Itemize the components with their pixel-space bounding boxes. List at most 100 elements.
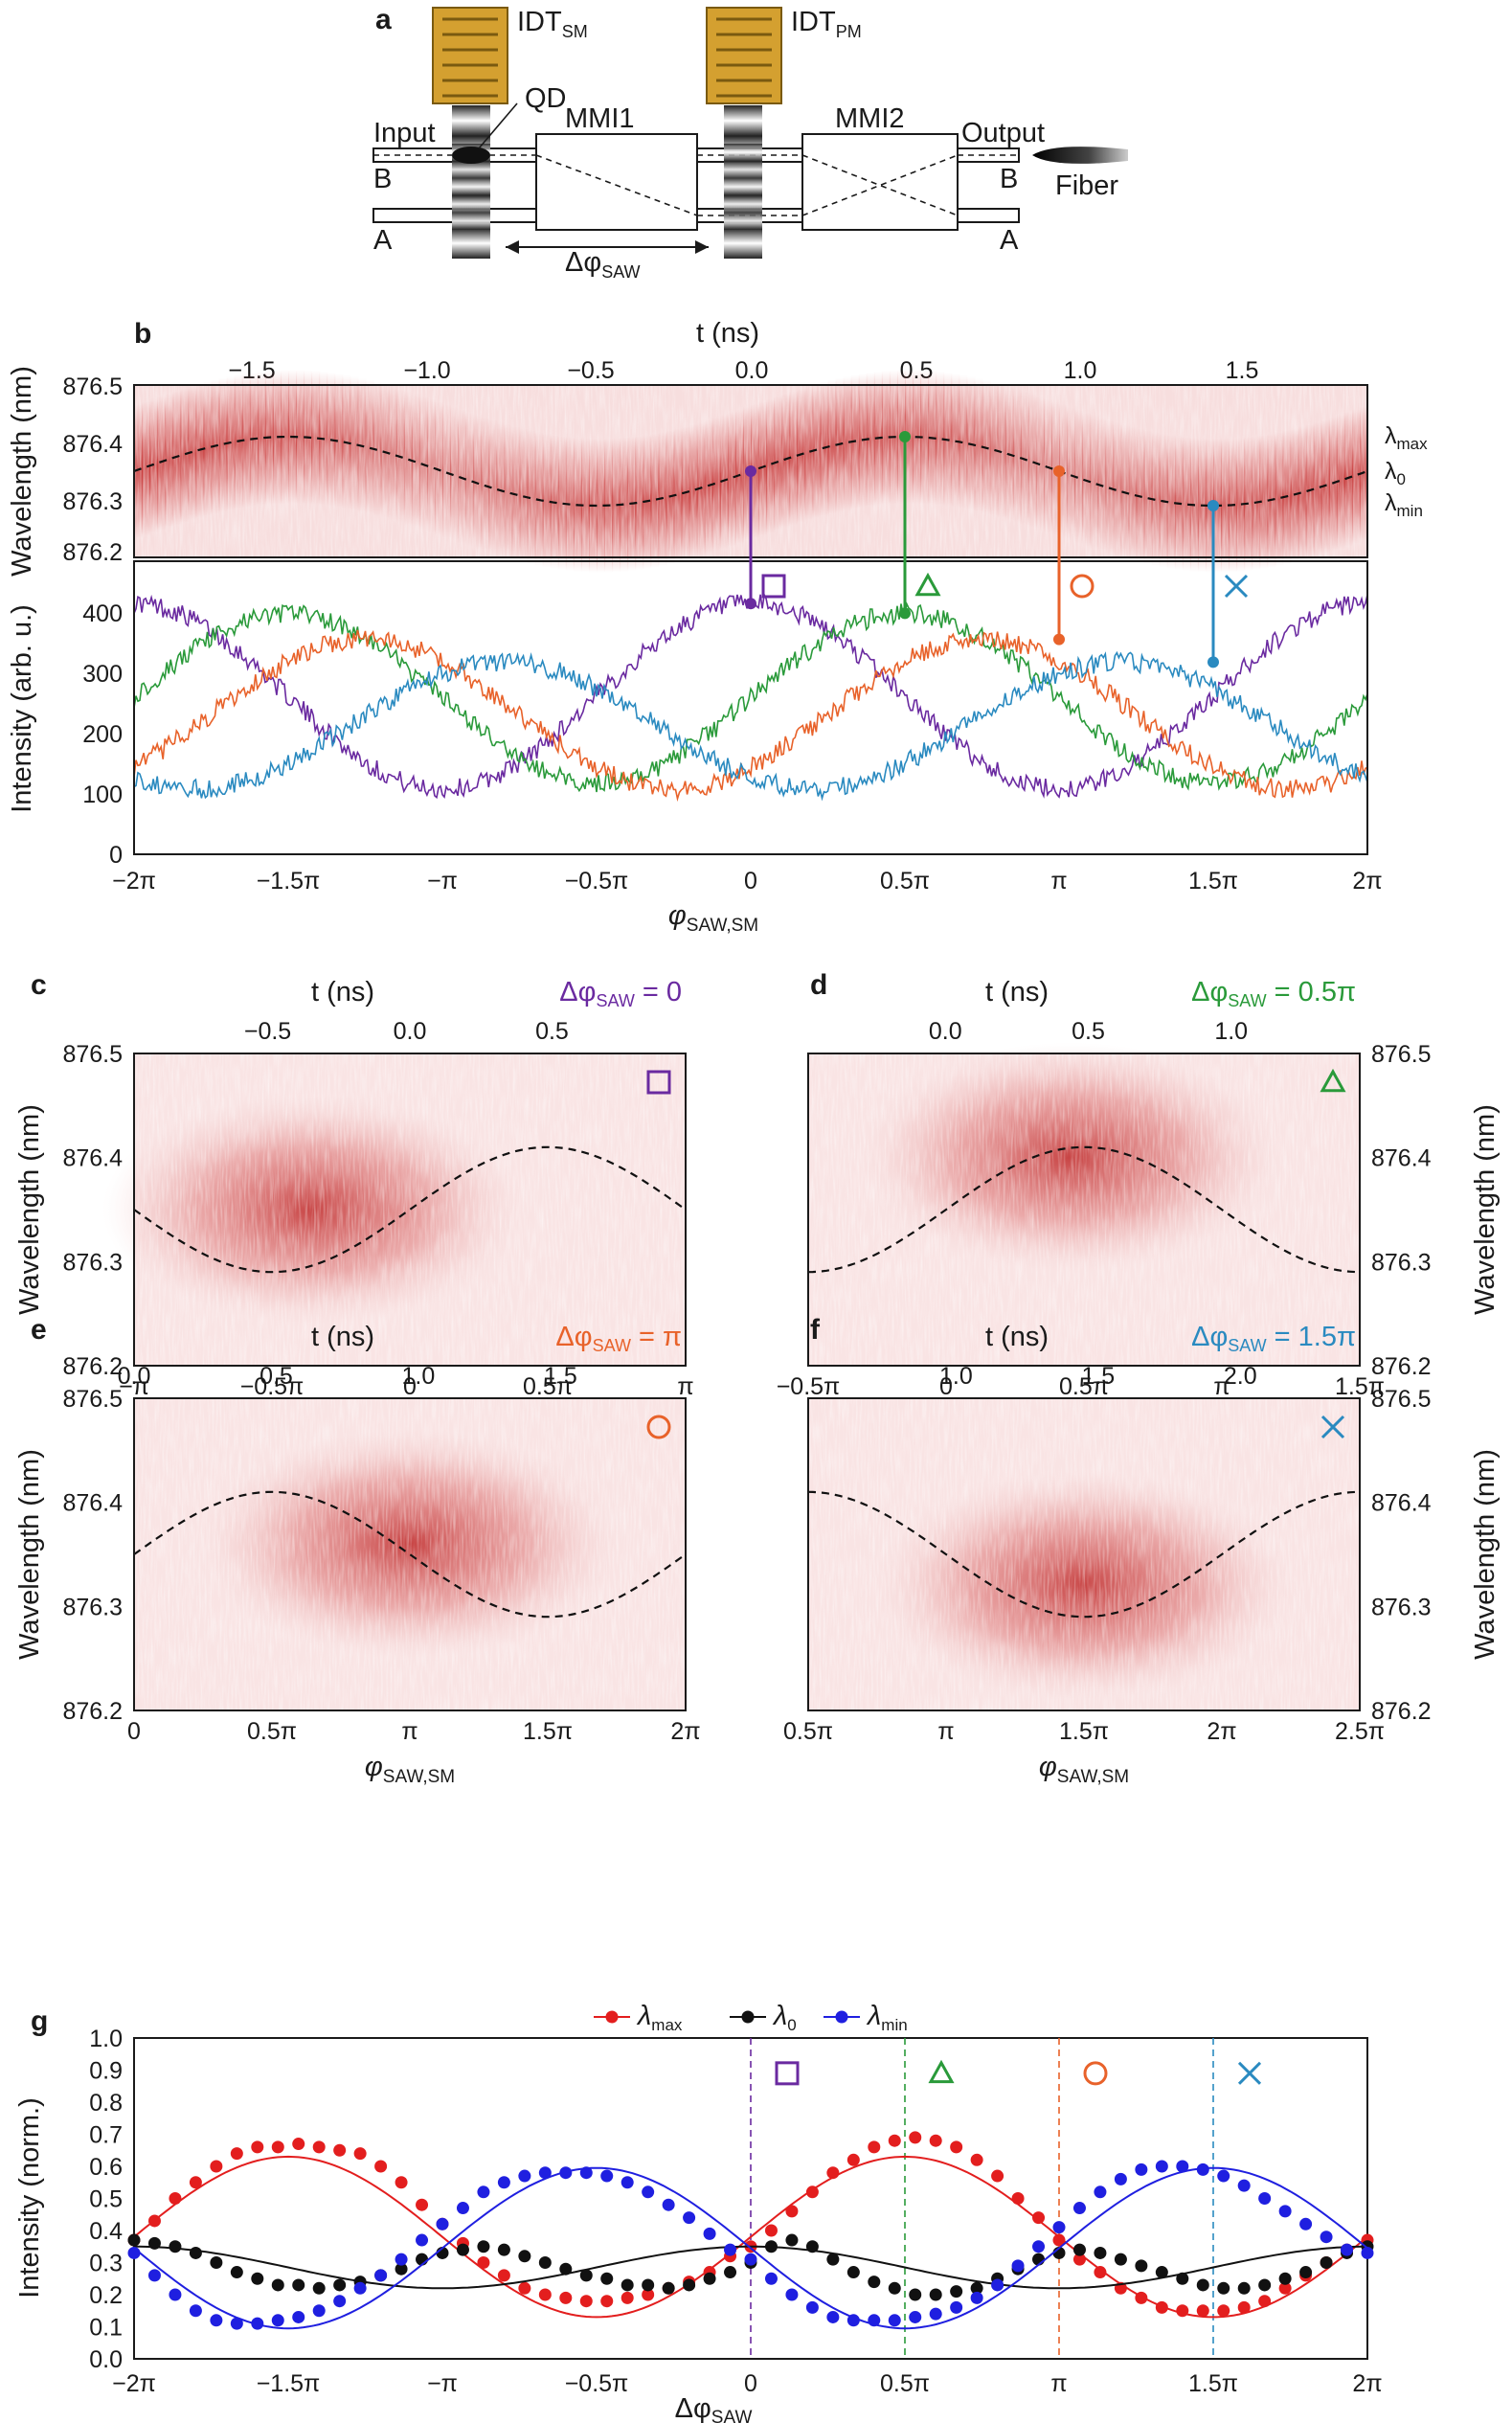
g-point [1072,2202,1086,2215]
x-tick: 2π [1207,1718,1236,1745]
g-point [497,2243,510,2256]
g-point [395,2253,408,2266]
x-tick: 1.5π [1188,868,1238,894]
g-point [1320,2231,1333,2244]
g-point [642,2278,655,2292]
g-point [970,2281,983,2295]
y-tick: 0.5 [89,2186,123,2213]
g-point [230,2317,243,2330]
t-tick: 0.0 [929,1018,962,1045]
x-tick: π [937,1718,954,1745]
trace-1 [133,601,1368,793]
t-tick: 1.5 [544,1363,577,1390]
g-point [683,2278,696,2292]
g-point [189,2176,202,2189]
g-point [374,2269,388,2282]
x-tick: −0.5π [777,1373,841,1400]
g-point [1176,2272,1189,2285]
g-point [271,2278,284,2292]
g-point [909,2310,922,2323]
panel-c: c t (ns) ΔφSAW = 0 −0.5 0.0 0.5 −π −0.5π 0 0.5π π 8… [14,969,694,1442]
g-point [1114,2253,1127,2266]
g-point [271,2140,284,2154]
y-tick: 876.3 [62,1594,123,1620]
g-point [169,2240,182,2253]
x-tick: −2π [112,868,156,894]
panel-c-noise [134,1053,686,1366]
g-point [1176,2304,1189,2318]
g-point [1094,2185,1107,2199]
lambda-max-label: λmax [1385,422,1428,453]
idt-sm-label: IDTSM [517,7,588,41]
g-point [621,2291,634,2304]
g-point [1135,2163,1148,2176]
panel-d-guide-curve [807,1145,1361,1274]
g-point [1011,2192,1025,2205]
y-tick: 0.0 [89,2346,123,2373]
g-point [1217,2169,1230,2183]
x-tick: 0 [939,1373,953,1400]
g-point [929,2288,942,2301]
x-tick: 0.5π [880,868,930,894]
marker-dot-bottom [745,598,756,610]
panel-d: d t (ns) ΔφSAW = 0.5π 0.0 0.5 1.0 −0.5π 0 0.5π π 1… [777,969,1501,1442]
t-tick: 0.0 [735,357,769,384]
y-tick: 876.5 [62,1386,123,1413]
x-tick: 0 [744,2370,757,2397]
y-tick: 876.5 [1371,1386,1432,1413]
g-point [1135,2259,1148,2273]
g-point [271,2314,284,2327]
trace-3 [133,650,1368,802]
int-tick: 200 [82,721,123,748]
g-point [621,2176,634,2189]
y-tick: 876.2 [1371,1698,1432,1725]
g-point [1299,2266,1313,2279]
t-tick: 0.5 [1072,1018,1105,1045]
qd-label: QD [525,83,567,114]
lambda-0-label: λ0 [1385,458,1406,488]
t-tick: 1.0 [1064,357,1097,384]
marker-symbol-triangle [914,572,941,597]
panel-g-xlabel: ΔφSAW [675,2393,753,2423]
panel-c-ylabel: Wavelength (nm) [14,1104,45,1315]
g-fit-2 [133,2166,1368,2330]
x-tick: −0.5π [565,2370,629,2397]
g-point [1196,2278,1209,2292]
wl-tick: 876.5 [62,374,123,400]
g-point [1237,2179,1251,2192]
output-label: Output [961,118,1045,148]
marker-dot-top [1053,465,1065,477]
x-tick: −π [427,2370,458,2397]
legend-label: λmax [636,2001,683,2034]
mmi2-label: MMI2 [835,103,905,134]
g-point [621,2278,634,2292]
x-tick: 0.5π [1059,1373,1109,1400]
g-point [662,2281,675,2295]
panel-f-ylabel: Wavelength (nm) [1470,1449,1501,1660]
x-tick: π [1213,1373,1230,1400]
x-tick: −0.5π [565,868,629,894]
panel-e-frame [133,1397,687,1711]
int-tick: 300 [82,661,123,688]
y-tick: 876.4 [62,1490,123,1517]
panel-b-markers [745,431,1249,668]
g-point [333,2295,347,2308]
g-point [147,2214,161,2228]
y-tick: 876.4 [1371,1145,1432,1172]
panel-b-int-ticks: 0 100 200 300 400 [82,600,123,869]
panel-g-series [127,2038,1374,2359]
t-tick: −0.5 [244,1018,291,1045]
wl-tick: 876.4 [62,431,123,458]
legend-dot [741,2010,755,2024]
panel-f-marker-cross [1320,1415,1345,1439]
x-tick: −1.5π [257,2370,321,2397]
g-point [251,2140,264,2154]
marker-dot-top [1207,500,1219,511]
panel-b: b t (ns) −1.5 −1.0 −0.5 0.0 0.5 1.0 1.5 … [7,318,1428,936]
panel-d-frame [807,1053,1361,1367]
g-point [991,2169,1004,2183]
g-point [724,2243,737,2256]
y-tick: 0.6 [89,2154,123,2181]
y-tick: 0.4 [89,2218,123,2245]
g-point [785,2288,799,2301]
